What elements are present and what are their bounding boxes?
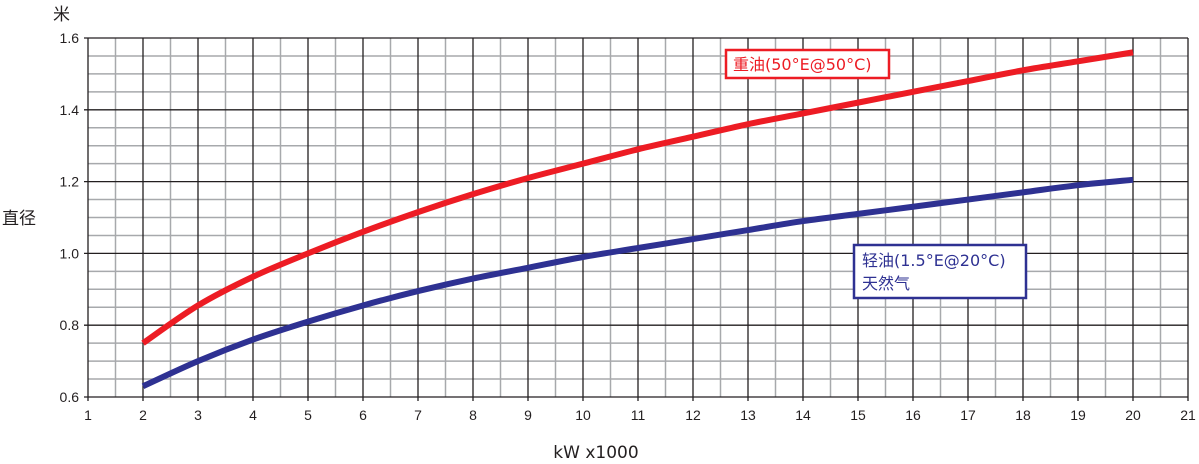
y-tick-label: 1.0 — [60, 245, 80, 261]
x-tick-label: 8 — [469, 407, 477, 423]
x-tick-label: 9 — [524, 407, 532, 423]
x-tick-label: 3 — [194, 407, 202, 423]
y-tick-label: 0.8 — [60, 317, 80, 333]
y-tick-label: 1.2 — [60, 174, 80, 190]
x-tick-label: 19 — [1070, 407, 1086, 423]
x-axis-label: kW x1000 — [553, 443, 638, 463]
y-tick-label: 0.6 — [60, 389, 80, 405]
x-tick-label: 14 — [795, 407, 811, 423]
x-tick-label: 5 — [304, 407, 312, 423]
grid — [84, 37, 1189, 401]
x-tick-label: 18 — [1015, 407, 1031, 423]
y-unit-label: 米 — [53, 5, 70, 25]
series-line-heavy-oil — [141, 49, 1134, 346]
x-tick-label: 7 — [414, 407, 422, 423]
series-lines — [141, 49, 1134, 389]
legend-light-oil-label: 轻油(1.5°E@20°C) — [862, 251, 1006, 270]
legend-heavy-oil-label: 重油(50°E@50°C) — [733, 55, 872, 74]
x-tick-label: 10 — [575, 407, 591, 423]
x-tick-label: 11 — [631, 407, 646, 423]
x-tick-label: 1 — [84, 407, 92, 423]
legend-natural-gas-label: 天然气 — [862, 274, 910, 293]
x-tick-label: 13 — [740, 407, 756, 423]
y-tick-label: 1.6 — [60, 30, 80, 46]
tick-labels: 1 2 3 4 5 6 7 8 9 10 11 12 13 14 15 16 17 18 19 20 210.60.81… — [60, 30, 1196, 423]
x-tick-label: 17 — [960, 407, 976, 423]
x-tick-label: 12 — [685, 407, 701, 423]
series-line-light-oil — [141, 176, 1134, 389]
x-tick-label: 20 — [1125, 407, 1141, 423]
legend-heavy-oil: 重油(50°E@50°C) — [724, 48, 891, 80]
x-tick-label: 21 — [1180, 407, 1196, 423]
x-tick-label: 6 — [359, 407, 367, 423]
x-tick-label: 15 — [850, 407, 866, 423]
x-tick-label: 2 — [139, 407, 147, 423]
y-tick-label: 1.4 — [60, 102, 80, 118]
x-tick-label: 4 — [249, 407, 257, 423]
x-tick-label: 16 — [905, 407, 921, 423]
legend-light-oil: 轻油(1.5°E@20°C) 天然气 — [852, 243, 1028, 300]
y-axis-label: 直径 — [2, 209, 36, 229]
